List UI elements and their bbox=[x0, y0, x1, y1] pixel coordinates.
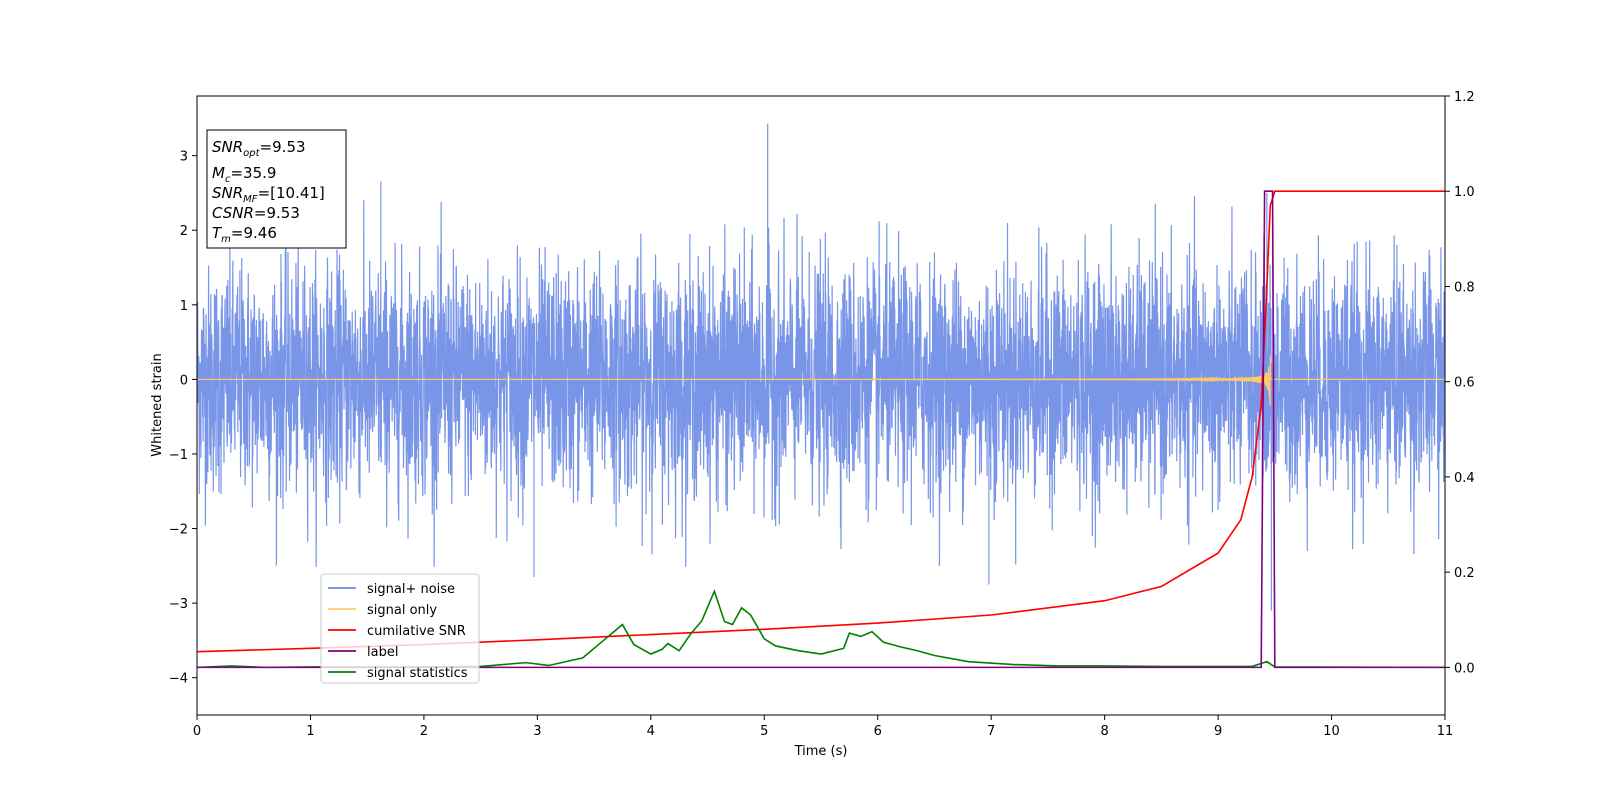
y-tick-label: 3 bbox=[180, 150, 188, 165]
legend-entry: label bbox=[367, 645, 398, 660]
x-tick-label: 0 bbox=[193, 724, 201, 739]
info-csnr: CSNR=9.53 bbox=[212, 204, 300, 222]
y-tick-label: 1 bbox=[180, 299, 188, 314]
x-tick-label: 10 bbox=[1323, 724, 1340, 739]
y-tick-label: −3 bbox=[169, 597, 188, 612]
plot-area bbox=[197, 123, 1445, 669]
x-tick-label: 3 bbox=[533, 724, 541, 739]
series-layer bbox=[197, 123, 1445, 669]
x-tick-label: 2 bbox=[420, 724, 428, 739]
y2-tick-label: 1.0 bbox=[1454, 185, 1475, 200]
info-snr-opt: SNRopt=9.53 bbox=[212, 138, 306, 159]
info-mc: Mc=35.9 bbox=[212, 164, 276, 185]
x-axis: 0 1 2 3 4 5 6 7 8 9 10 11 bbox=[193, 715, 1453, 739]
y-tick-label: −4 bbox=[169, 672, 188, 687]
legend: signal+ noise signal only cumilative SNR la… bbox=[320, 573, 480, 684]
x-tick-label: 9 bbox=[1214, 724, 1222, 739]
plot-frame bbox=[196, 95, 1446, 716]
y2-tick-label: 0.6 bbox=[1454, 376, 1475, 391]
legend-frame bbox=[320, 573, 480, 684]
y2-tick-label: 0.0 bbox=[1454, 661, 1475, 676]
y-axis-left: −4 −3 −2 −1 0 1 2 3 bbox=[169, 150, 197, 687]
info-box: SNRopt=9.53 Mc=35.9 SNRMF=[10.41] CSNR=9… bbox=[206, 129, 347, 249]
series-label bbox=[197, 190, 1445, 669]
info-box-frame bbox=[206, 129, 347, 249]
y2-tick-label: 1.2 bbox=[1454, 90, 1475, 105]
x-tick-label: 8 bbox=[1100, 724, 1108, 739]
legend-entry: signal statistics bbox=[367, 666, 468, 681]
x-axis-label: Time (s) bbox=[794, 744, 848, 759]
y-tick-label: 0 bbox=[180, 373, 188, 388]
y2-tick-label: 0.2 bbox=[1454, 566, 1475, 581]
x-tick-label: 5 bbox=[760, 724, 768, 739]
x-tick-label: 11 bbox=[1437, 724, 1454, 739]
y-tick-label: 2 bbox=[180, 224, 188, 239]
x-tick-label: 7 bbox=[987, 724, 995, 739]
series-signal-only bbox=[197, 355, 1445, 407]
y-axis-label: Whitened strain bbox=[150, 353, 165, 456]
x-tick-label: 1 bbox=[306, 724, 314, 739]
series-signal-noise bbox=[197, 123, 1445, 611]
x-tick-label: 4 bbox=[647, 724, 655, 739]
legend-entry: cumilative SNR bbox=[367, 624, 466, 639]
series-cumulative-snr bbox=[197, 190, 1445, 653]
legend-entry: signal+ noise bbox=[367, 582, 455, 597]
y2-tick-label: 0.4 bbox=[1454, 471, 1475, 486]
info-tm: Tm=9.46 bbox=[212, 224, 277, 245]
y-tick-label: −2 bbox=[169, 523, 188, 538]
x-tick-label: 6 bbox=[874, 724, 882, 739]
series-signal-statistics bbox=[197, 588, 1445, 669]
y-tick-label: −1 bbox=[169, 448, 188, 463]
info-snr-mf: SNRMF=[10.41] bbox=[212, 184, 325, 205]
y-axis-right: 0.0 0.2 0.4 0.6 0.8 1.0 1.2 bbox=[1445, 90, 1475, 676]
legend-entry: signal only bbox=[367, 603, 437, 618]
y2-tick-label: 0.8 bbox=[1454, 280, 1475, 295]
